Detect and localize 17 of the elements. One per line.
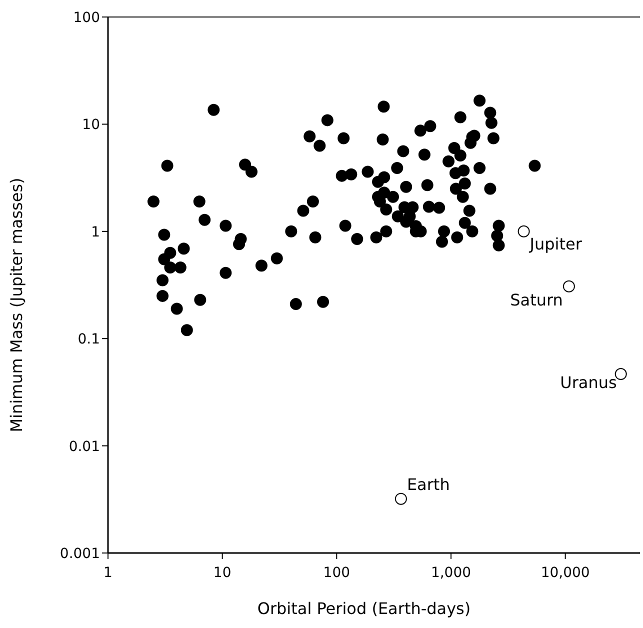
x-tick-label: 10 bbox=[213, 565, 232, 581]
annotation: Saturn bbox=[510, 290, 563, 310]
x-tick-label: 100 bbox=[323, 565, 350, 581]
x-tick-label: 10,000 bbox=[540, 565, 590, 581]
x-tick-label: 1 bbox=[104, 565, 112, 581]
annotation: Jupiter bbox=[528, 234, 582, 254]
y-tick-label: 10 bbox=[82, 117, 100, 134]
y-tick-label: 100 bbox=[73, 10, 100, 26]
y-tick-label: 0.001 bbox=[60, 546, 100, 562]
y-axis-title: Minimum Mass (Jupiter masses) bbox=[7, 178, 26, 432]
y-tick-label: 1 bbox=[91, 224, 100, 240]
y-tick-label: 0.1 bbox=[78, 332, 100, 348]
annotation: Uranus bbox=[560, 373, 617, 392]
x-tick-label: 1,000 bbox=[430, 565, 472, 581]
y-tick-label: 0.01 bbox=[68, 438, 100, 455]
annotation: Earth bbox=[406, 474, 450, 494]
x-axis-title: Orbital Period (Earth-days) bbox=[257, 599, 471, 618]
